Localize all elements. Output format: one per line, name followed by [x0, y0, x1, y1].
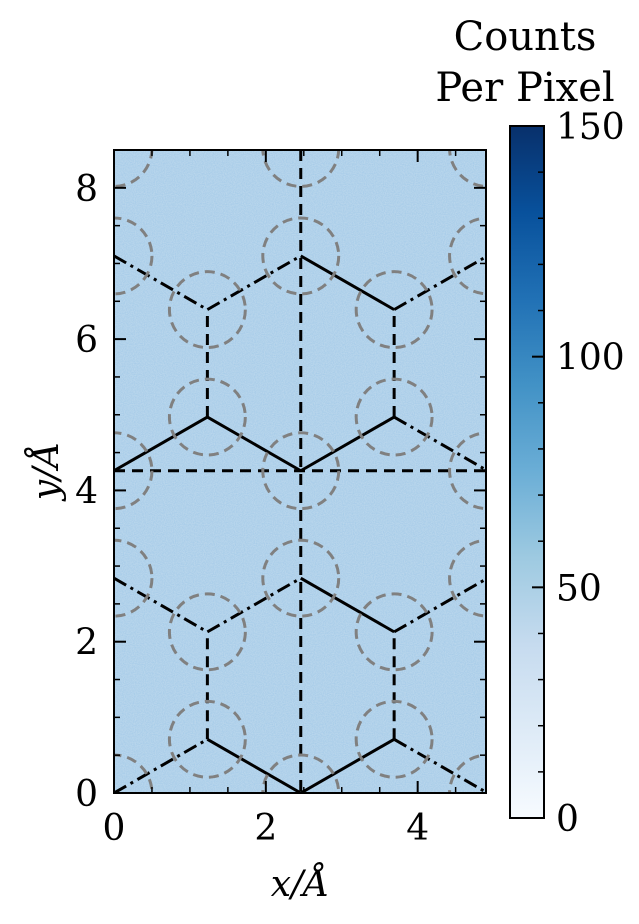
- axis-ticks: [113, 150, 486, 794]
- network-segment: [393, 577, 486, 634]
- colorbar-tick-label: 150: [556, 107, 625, 148]
- x-tick-label: 0: [103, 808, 126, 849]
- site-circle: [167, 592, 247, 672]
- site-circle: [448, 431, 486, 511]
- network-segment: [393, 415, 486, 472]
- colorbar: 0 50 100 150 Counts Per Pixel: [435, 14, 624, 840]
- site-circle: [167, 699, 247, 779]
- site-circle: [261, 216, 341, 296]
- network-segment: [114, 576, 209, 634]
- network-segment: [206, 254, 302, 311]
- network-segment: [300, 415, 395, 473]
- site-circle: [354, 699, 434, 779]
- site-circle: [261, 538, 341, 618]
- site-circle: [354, 377, 434, 457]
- site-circle: [167, 270, 247, 350]
- colorbar-gradient: [509, 125, 545, 819]
- colorbar-title-line1: Counts: [454, 14, 597, 60]
- tick-labels: 0 2 4 0 2 4 6 8: [75, 169, 429, 849]
- colorbar-tick-label: 0: [556, 799, 579, 840]
- site-circle: [448, 216, 486, 296]
- network-segment: [114, 254, 209, 311]
- site-circle: [354, 592, 434, 672]
- colorbar-tick-label: 50: [556, 568, 602, 609]
- y-tick-label: 6: [75, 320, 98, 361]
- x-tick-label: 2: [254, 808, 277, 849]
- site-circle: [354, 270, 434, 350]
- network-segment: [206, 415, 302, 473]
- x-axis-label: x/Å: [271, 863, 329, 905]
- site-circle: [114, 538, 154, 618]
- plot-area: [113, 149, 487, 794]
- y-tick-label: 0: [75, 774, 98, 815]
- network-segment: [300, 254, 395, 311]
- y-tick-label: 4: [75, 471, 98, 512]
- network-segment: [114, 737, 209, 793]
- network-segment: [206, 737, 302, 793]
- colorbar-ticks: 0 50 100 150: [532, 107, 625, 840]
- site-circle: [448, 538, 486, 618]
- plot-frame: [113, 149, 487, 794]
- site-circle: [114, 216, 154, 296]
- colorbar-title-line2: Per Pixel: [435, 65, 614, 111]
- y-tick-label: 2: [75, 623, 98, 664]
- site-circle: [261, 431, 341, 511]
- network-segment: [300, 737, 395, 793]
- network-segment: [393, 737, 486, 793]
- y-tick-label: 8: [75, 169, 98, 210]
- overlay-layer: [114, 150, 486, 793]
- colorbar-tick-label: 100: [556, 338, 625, 379]
- site-circle: [167, 377, 247, 457]
- network-segment: [206, 576, 302, 634]
- site-circle: [261, 753, 341, 793]
- network-segment: [114, 415, 209, 473]
- network-segment: [393, 255, 486, 311]
- site-circle: [114, 431, 154, 511]
- y-axis-label: y/Å: [25, 442, 67, 502]
- x-tick-label: 4: [406, 808, 429, 849]
- network-segment: [300, 576, 395, 634]
